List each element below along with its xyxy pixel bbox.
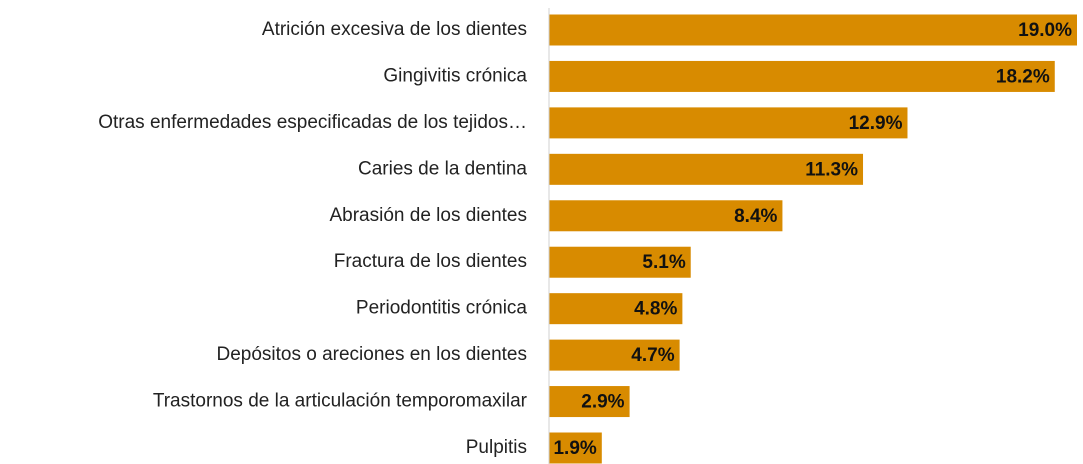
bar xyxy=(549,246,691,278)
data-label: 4.7% xyxy=(631,345,674,366)
category-label: Atrición excesiva de los dientes xyxy=(262,19,527,40)
bar xyxy=(549,293,683,325)
bar xyxy=(549,386,630,418)
bar xyxy=(549,107,908,139)
data-label: 19.0% xyxy=(1018,20,1072,41)
category-label: Caries de la dentina xyxy=(358,158,527,179)
bar xyxy=(549,200,783,232)
data-label: 4.8% xyxy=(634,299,677,320)
category-label: Gingivitis crónica xyxy=(383,65,527,86)
category-label: Pulpitis xyxy=(466,437,527,458)
category-label: Abrasión de los dientes xyxy=(329,205,527,226)
category-label: Depósitos o areciones en los dientes xyxy=(216,344,527,365)
data-label: 5.1% xyxy=(642,252,685,273)
bar xyxy=(549,153,864,185)
category-label: Periodontitis crónica xyxy=(356,298,528,319)
bar xyxy=(549,339,680,371)
category-label: Fractura de los dientes xyxy=(334,251,527,272)
data-label: 11.3% xyxy=(805,159,858,180)
data-label: 18.2% xyxy=(996,66,1050,87)
data-label: 12.9% xyxy=(849,113,903,134)
category-label: Trastornos de la articulación temporomax… xyxy=(153,391,528,412)
bar xyxy=(549,14,1077,46)
data-label: 1.9% xyxy=(553,438,596,459)
data-label: 2.9% xyxy=(581,392,624,413)
bar xyxy=(549,432,602,464)
category-label: Otras enfermedades especificadas de los … xyxy=(98,112,527,133)
data-label: 8.4% xyxy=(734,206,777,227)
bar xyxy=(549,60,1055,92)
